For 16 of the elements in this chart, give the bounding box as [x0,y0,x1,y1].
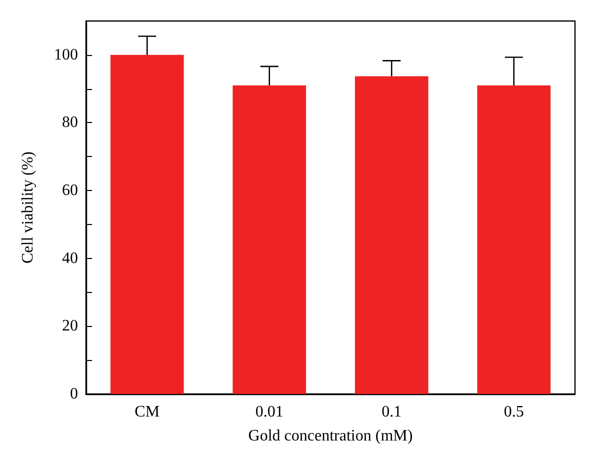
x-tick-label: 0.01 [255,404,284,420]
bar [110,54,184,394]
bar [477,85,551,394]
x-tick-label: CM [134,404,160,420]
x-tick-label: 0.1 [382,404,402,420]
bar [232,85,306,394]
x-axis-title: Gold concentration (mM) [248,428,413,444]
y-axis-title: Cell viability (%) [20,152,36,264]
y-tick-label: 0 [70,386,78,402]
x-tick-label: 0.5 [504,404,524,420]
y-tick-label: 100 [54,46,78,64]
y-tick-label: 80 [62,114,78,132]
y-tick-label: 20 [62,318,78,335]
bar [354,76,428,394]
y-tick-label: 60 [62,182,78,200]
y-tick-label: 40 [62,250,78,267]
